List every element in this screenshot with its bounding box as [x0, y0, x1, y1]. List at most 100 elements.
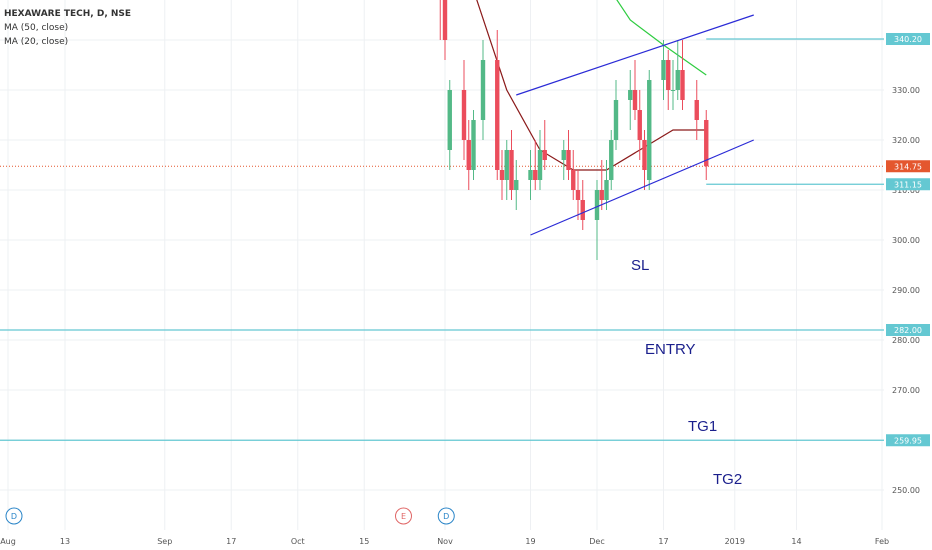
time-axis[interactable]: Aug13Sep17Oct15Nov19Dec17201914Feb18: [0, 530, 932, 550]
candle-body: [575, 190, 581, 200]
level-price-label-sl: 340.20: [886, 33, 930, 45]
ma20-line: [476, 0, 707, 171]
candle-body: [442, 0, 448, 40]
candle-body: [499, 170, 505, 180]
time-tick-label: 19: [525, 537, 535, 546]
time-tick-label: 14: [791, 537, 801, 546]
price-tick-label: 280.00: [892, 336, 920, 345]
time-tick-label: Dec: [589, 537, 604, 546]
badge-circle: [395, 507, 412, 525]
last-price-label: 314.75: [886, 160, 930, 173]
event-badge-e: E: [395, 507, 412, 525]
candle: [628, 70, 633, 130]
price-axis[interactable]: 240.00250.00260.00270.00280.00290.00300.…: [886, 0, 932, 545]
candle-body: [495, 60, 500, 170]
candle: [594, 180, 600, 260]
candle: [542, 120, 547, 170]
time-tick-label: 2019: [725, 537, 745, 546]
price-tick-label: 250.00: [892, 486, 920, 495]
candle: [661, 40, 666, 100]
candle-body: [666, 60, 671, 90]
candle-body: [594, 190, 600, 220]
level-label-box: [886, 178, 930, 191]
legend-title: HEXAWARE TECH, D, NSE: [4, 9, 131, 19]
candle-body: [675, 70, 680, 90]
level-label-box: [886, 324, 930, 336]
candle-body: [514, 180, 519, 190]
candle-body: [647, 80, 652, 180]
event-badge-d: D: [5, 507, 23, 525]
candle-body: [580, 200, 585, 220]
channel-line-lower: [530, 139, 754, 236]
time-tick-label: Feb: [875, 537, 889, 546]
level-label-text: 311.15: [894, 180, 922, 189]
level-price-label-entry: 311.15: [886, 178, 930, 191]
candle: [499, 150, 505, 200]
event-badges: DEDE: [5, 507, 455, 525]
candle-body: [637, 110, 642, 140]
annotation-sl: SL: [631, 257, 649, 274]
candle-body: [642, 140, 647, 170]
candle: [461, 60, 467, 160]
candle: [447, 80, 452, 170]
price-tick-label: 270.00: [892, 386, 920, 395]
time-tick-label: Nov: [437, 537, 453, 546]
price-axis-background: [886, 0, 932, 530]
candle: [670, 60, 676, 110]
annotation-tg2: TG2: [713, 471, 742, 488]
candle: [575, 170, 581, 220]
candle: [528, 150, 533, 200]
candle: [704, 110, 709, 180]
legend-ma50: MA (50, close): [4, 23, 68, 33]
candle-body: [628, 90, 633, 100]
badge-letter: D: [11, 512, 17, 521]
candle: [442, 0, 448, 60]
candle-body: [670, 90, 676, 91]
time-axis-background: [0, 530, 932, 550]
level-price-label-tg1: 282.00: [886, 324, 930, 336]
candle: [666, 50, 671, 110]
last-price-box: [886, 160, 930, 173]
badge-circle: [5, 507, 23, 525]
candle-body: [504, 150, 509, 180]
candle-body: [471, 120, 476, 170]
candle-body: [632, 90, 638, 110]
price-tick-label: 310.00: [892, 186, 920, 195]
candle: [580, 180, 585, 230]
annotation-tg1: TG1: [688, 418, 717, 435]
candlesticks: [439, 0, 709, 260]
annotation-entry: ENTRY: [645, 341, 696, 358]
level-label-box: [886, 33, 930, 45]
trend-channel: [516, 14, 754, 236]
candle: [480, 40, 486, 140]
time-tick-label: Sep: [157, 537, 172, 546]
candle-body: [599, 190, 604, 200]
price-tick-label: 290.00: [892, 286, 920, 295]
candle: [514, 160, 519, 210]
level-label-box: [886, 434, 930, 447]
candle: [613, 80, 619, 150]
candle: [599, 160, 604, 210]
horizontal-levels: [0, 38, 884, 441]
candle: [439, 0, 441, 40]
candle-body: [661, 60, 666, 80]
candle-body: [533, 170, 538, 180]
badge-letter: D: [443, 512, 449, 521]
level-price-label-tg2: 259.95: [886, 434, 930, 447]
candle-body: [704, 120, 709, 167]
candle: [632, 60, 638, 120]
candle: [647, 70, 652, 190]
candle-body: [466, 140, 471, 170]
candle: [571, 150, 576, 200]
candle: [495, 30, 500, 180]
candle-body: [566, 150, 571, 170]
candle-body: [680, 70, 685, 100]
price-tick-label: 300.00: [892, 236, 920, 245]
candle: [466, 120, 471, 190]
candle-body: [509, 150, 514, 190]
candle-body: [528, 170, 533, 180]
price-tick-label: 330.00: [892, 86, 920, 95]
candle: [471, 110, 476, 180]
